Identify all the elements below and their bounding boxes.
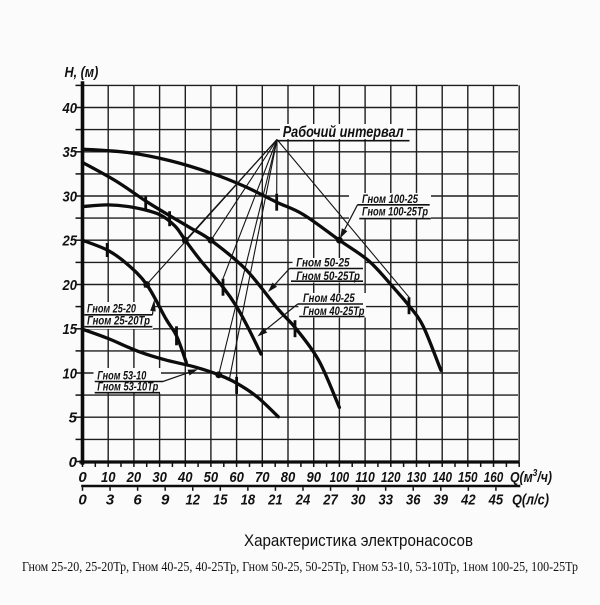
svg-text:21: 21 — [267, 492, 282, 509]
svg-text:9: 9 — [161, 492, 170, 509]
svg-text:Гном 50-25: Гном 50-25 — [296, 256, 350, 270]
svg-text:130: 130 — [407, 469, 427, 486]
svg-text:20: 20 — [126, 469, 142, 486]
svg-text:36: 36 — [406, 492, 421, 509]
svg-text:120: 120 — [381, 469, 401, 486]
svg-text:20: 20 — [62, 277, 78, 294]
svg-text:Гном 100-25Тр: Гном 100-25Тр — [362, 205, 428, 219]
svg-text:3: 3 — [106, 492, 115, 509]
svg-text:Рабочий интервал: Рабочий интервал — [283, 124, 404, 141]
svg-text:35: 35 — [63, 144, 78, 161]
svg-text:110: 110 — [355, 469, 375, 486]
svg-text:25: 25 — [62, 233, 78, 250]
svg-text:24: 24 — [295, 492, 311, 509]
svg-text:30: 30 — [351, 492, 366, 509]
svg-text:0: 0 — [78, 469, 87, 486]
svg-text:5: 5 — [69, 410, 78, 427]
svg-text:15: 15 — [213, 492, 228, 509]
svg-text:H, (м): H, (м) — [65, 64, 99, 81]
svg-text:70: 70 — [255, 469, 270, 486]
svg-text:15: 15 — [63, 321, 78, 338]
svg-text:Q(л/с): Q(л/с) — [512, 492, 549, 509]
svg-text:50: 50 — [204, 469, 219, 486]
svg-text:0: 0 — [69, 454, 78, 471]
svg-text:0: 0 — [78, 492, 87, 509]
svg-text:10: 10 — [63, 365, 78, 382]
svg-text:60: 60 — [229, 469, 244, 486]
svg-text:30: 30 — [152, 469, 167, 486]
svg-text:33: 33 — [378, 492, 393, 509]
svg-text:Гном 25-20Тр: Гном 25-20Тр — [87, 314, 150, 328]
svg-text:27: 27 — [322, 492, 338, 509]
svg-text:45: 45 — [488, 492, 504, 509]
svg-text:6: 6 — [133, 492, 142, 509]
svg-text:Q(м3/ч): Q(м3/ч) — [510, 468, 552, 486]
svg-text:90: 90 — [306, 469, 321, 486]
svg-text:100: 100 — [330, 469, 350, 486]
svg-text:160: 160 — [484, 469, 504, 486]
svg-text:40: 40 — [62, 100, 78, 117]
svg-text:Гном 25-20, 25-20Тр, Гном 40-2: Гном 25-20, 25-20Тр, Гном 40-25, 40-25Тр… — [22, 560, 578, 575]
svg-text:40: 40 — [177, 469, 193, 486]
svg-text:80: 80 — [281, 469, 296, 486]
svg-text:39: 39 — [434, 492, 449, 509]
svg-text:Гном 40-25: Гном 40-25 — [303, 291, 355, 305]
svg-text:18: 18 — [241, 492, 256, 509]
svg-text:30: 30 — [63, 188, 78, 205]
svg-text:150: 150 — [458, 469, 478, 486]
svg-text:42: 42 — [460, 492, 476, 509]
svg-text:10: 10 — [101, 469, 116, 486]
svg-text:12: 12 — [185, 492, 200, 509]
svg-text:Характеристика электронасосов: Характеристика электронасосов — [244, 532, 473, 550]
svg-text:140: 140 — [432, 469, 452, 486]
